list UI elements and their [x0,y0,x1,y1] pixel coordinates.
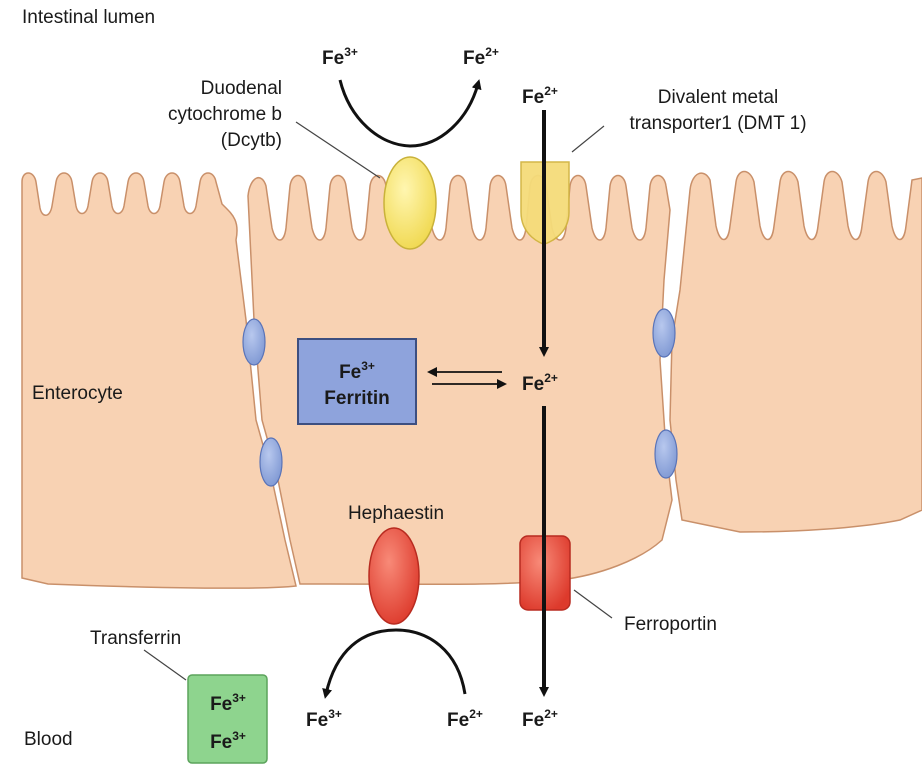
fe2-blood-oxidation-label: Fe2+ [447,707,483,731]
fe2-blood-label: Fe2+ [522,707,558,731]
dmt1-label-line2: transporter1 (DMT 1) [629,113,806,134]
dcytb-label-line2: cytochrome b [168,104,282,125]
tight-junction-left-upper [242,318,266,366]
dcytb-protein [383,156,437,250]
dcytb-reduction-arrow [338,79,482,148]
transferrin-ion-2: Fe3+ [210,729,246,753]
fe3-lumen-label: Fe3+ [322,45,358,69]
enterocyte-label: Enterocyte [32,383,123,404]
tight-junction-right-upper [652,308,676,358]
fe2-lumen-label: Fe2+ [522,84,558,108]
transferrin-leader-line [143,649,187,681]
hephaestin-oxidation-arrow [322,628,467,699]
dcytb-label-line3: (Dcytb) [221,130,282,151]
intestinal-lumen-label: Intestinal lumen [22,7,155,28]
enterocyte-middle [247,174,673,586]
dcytb-leader-line [295,121,381,179]
transferrin-ion-1: Fe3+ [210,691,246,715]
dmt1-leader-line [571,125,605,153]
ferritin-label: Ferritin [324,388,389,409]
fe2-lumen-reduced-label: Fe2+ [463,45,499,69]
dcytb-label-line1: Duodenal [201,78,282,99]
fe3-blood-label: Fe3+ [306,707,342,731]
tight-junction-left-lower [259,437,283,487]
fe2-cytosol-label: Fe2+ [522,371,558,395]
tight-junction-right-lower [654,429,678,479]
transferrin-box [187,674,268,764]
ferritin-ion-label: Fe3+ [339,359,375,383]
ferroportin-label: Ferroportin [624,614,717,635]
hephaestin-protein [368,527,420,625]
enterocyte-left [21,172,297,589]
ferritin-box [297,338,417,425]
ferroportin-leader-line [573,589,613,619]
blood-label: Blood [24,729,73,750]
transferrin-label: Transferrin [90,628,181,649]
enterocyte-right [669,170,922,533]
hephaestin-label: Hephaestin [348,503,444,524]
dmt1-label-line1: Divalent metal [658,87,778,108]
